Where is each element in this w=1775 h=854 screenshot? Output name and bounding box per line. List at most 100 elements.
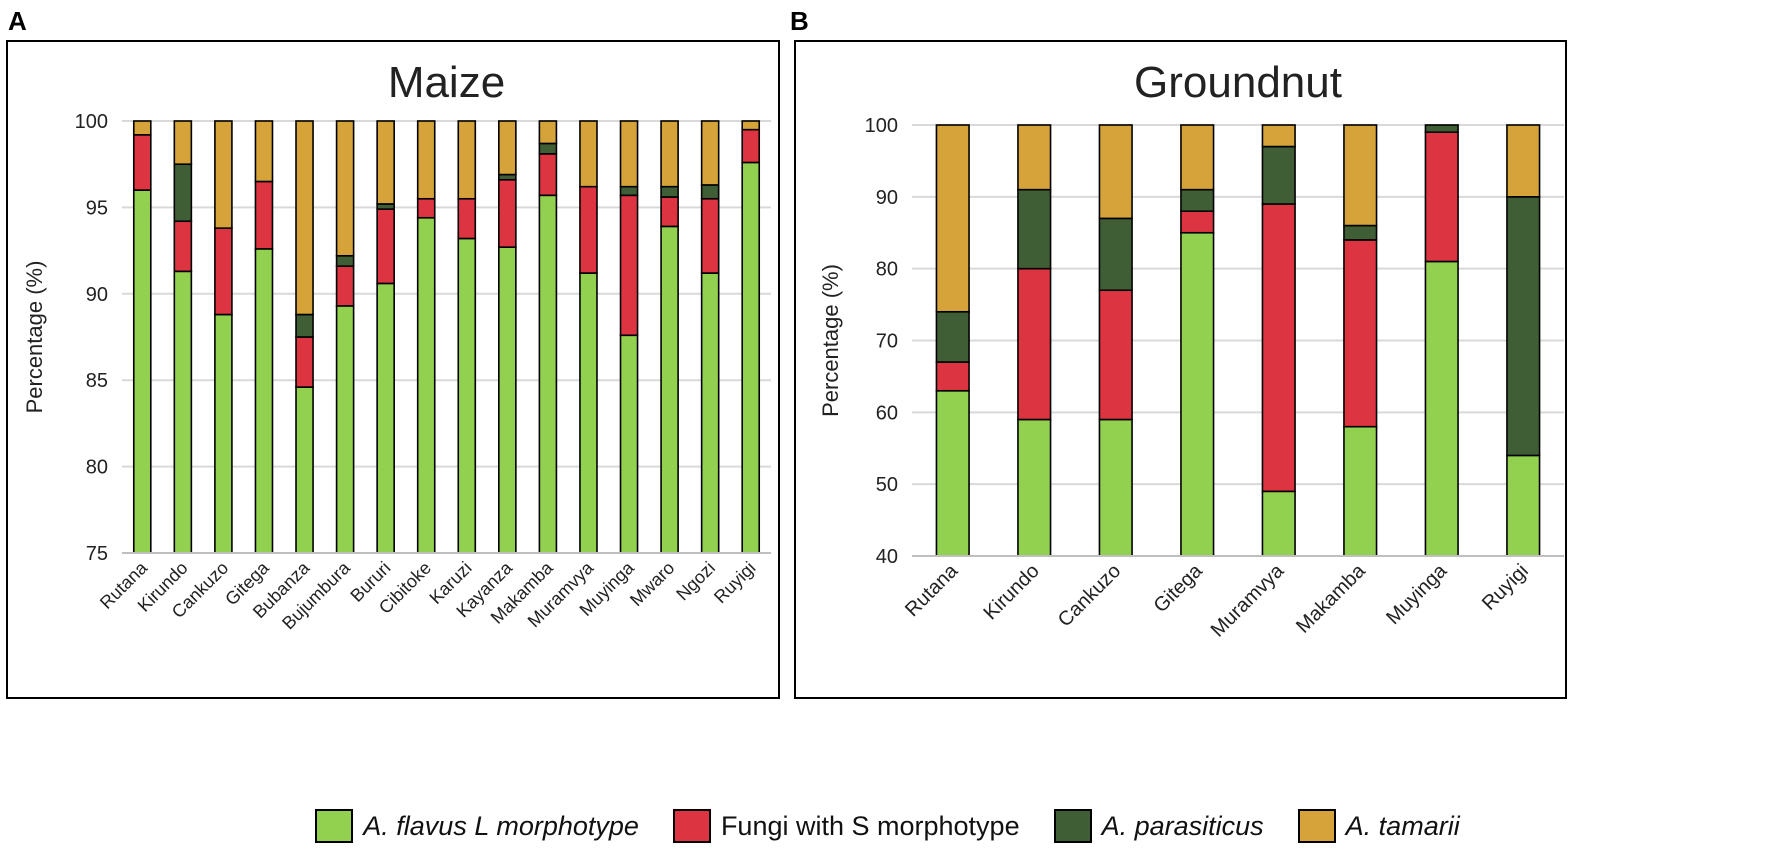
- bar-segment: [214, 120, 233, 229]
- bar-segment: [619, 334, 639, 554]
- x-tick-label: Muyinga: [1382, 559, 1452, 629]
- bar-segment: [1424, 131, 1459, 263]
- legend-label-s-morphotype: Fungi with S morphotype: [720, 810, 1020, 841]
- x-tick-label: Kirundo: [979, 560, 1043, 624]
- panel-letter-b: B: [790, 6, 809, 36]
- bar-segment: [1343, 224, 1378, 241]
- bar-segment: [376, 120, 395, 205]
- y-tick-label: 85: [86, 370, 108, 392]
- bar-segment: [741, 120, 761, 131]
- legend-swatch-parasiticus: [1053, 809, 1092, 843]
- bar-segment: [1180, 124, 1215, 191]
- y-tick-label: 40: [876, 546, 898, 568]
- bar-segment: [1343, 124, 1378, 227]
- bar-segment: [1261, 124, 1296, 148]
- bar-segment: [660, 120, 679, 188]
- bar-segment: [254, 120, 274, 183]
- x-tick-label: Ngozi: [672, 558, 719, 605]
- legend-item: Fungi with S morphotype: [672, 809, 1020, 843]
- bar-segment: [1261, 490, 1296, 557]
- bar-segment: [1017, 267, 1052, 421]
- bar-segment: [619, 185, 639, 197]
- bar-segment: [538, 194, 558, 554]
- bar-segment: [1424, 124, 1459, 133]
- bar-segment: [295, 336, 314, 388]
- bar-segment: [132, 120, 152, 136]
- bar-segment: [214, 227, 233, 316]
- bar-segment: [1424, 260, 1459, 557]
- legend-label-parasiticus: A. parasiticus: [1101, 810, 1264, 841]
- bar-segment: [538, 142, 558, 155]
- legend-item: A. tamarii: [1297, 809, 1460, 843]
- bar-segment: [660, 196, 679, 228]
- bar-segment: [335, 305, 355, 554]
- x-tick-label: Rutana: [901, 559, 963, 621]
- x-tick-label: Ruyigi: [1478, 560, 1533, 615]
- bar-segment: [538, 120, 558, 145]
- bar-segment: [132, 134, 152, 191]
- bar-segment: [1343, 425, 1378, 557]
- bar-segment: [1506, 124, 1541, 198]
- panel-letter-a: A: [8, 6, 27, 36]
- bar-segment: [132, 189, 152, 554]
- bar-segment: [416, 120, 436, 200]
- legend-item: A. parasiticus: [1053, 809, 1264, 843]
- bar-segment: [1098, 418, 1133, 557]
- bar-segment: [335, 120, 355, 257]
- bar-segment: [935, 361, 970, 392]
- bar-segment: [173, 270, 193, 554]
- bar-segment: [254, 180, 274, 250]
- bar-segment: [1017, 124, 1052, 191]
- bar-segment: [700, 197, 720, 274]
- bar-segment: [1098, 217, 1133, 292]
- x-tick-label: Gitega: [1150, 559, 1208, 617]
- bar-segment: [214, 313, 233, 554]
- bar-segment: [579, 185, 598, 274]
- bar-segment: [1343, 239, 1378, 428]
- y-tick-label: 80: [86, 457, 108, 479]
- y-axis-label: Percentage (%): [22, 261, 47, 414]
- chart-legend: A. flavus L morphotype Fungi with S morp…: [0, 802, 1775, 850]
- y-tick-label: 50: [876, 474, 898, 496]
- bar-segment: [416, 197, 436, 219]
- x-tick-label: Cankuzo: [1054, 560, 1125, 631]
- bar-segment: [457, 237, 477, 554]
- bar-segment: [935, 124, 970, 313]
- bar-segment: [1180, 210, 1215, 234]
- bar-segment: [457, 120, 477, 200]
- bar-segment: [376, 282, 395, 554]
- bar-segment: [700, 120, 720, 186]
- x-tick-label: Muramvya: [1207, 559, 1289, 641]
- bar-segment: [173, 220, 193, 273]
- bar-segment: [457, 197, 477, 240]
- bar-segment: [335, 254, 355, 267]
- bar-segment: [935, 389, 970, 557]
- bar-segment: [416, 216, 436, 554]
- chart-title: Maize: [388, 58, 505, 107]
- legend-swatch-flavus: [315, 809, 354, 843]
- groundnut-chart: Groundnut 40 50 60 70 80 90 100 Percentage (%) Ru…: [818, 58, 1564, 642]
- bar-segment: [295, 120, 314, 316]
- x-tick-label: Ruyigi: [710, 558, 760, 608]
- bar-segment: [579, 272, 598, 554]
- y-tick-label: 90: [86, 284, 108, 306]
- y-tick-label: 75: [86, 543, 108, 565]
- bar-segment: [295, 313, 314, 338]
- bar-segment: [1261, 145, 1296, 205]
- y-tick-label: 80: [876, 259, 898, 281]
- bar-segment: [498, 178, 517, 248]
- bar-segment: [1506, 454, 1541, 557]
- bar-segment: [700, 272, 720, 554]
- y-axis-label: Percentage (%): [818, 264, 843, 417]
- groundnut-chart-panel: Groundnut 40 50 60 70 80 90 100 Percentage (%) Ru…: [794, 40, 1567, 699]
- x-tick-label: Mwaro: [626, 558, 678, 610]
- bar-segment: [173, 120, 193, 166]
- bar-segment: [1180, 188, 1215, 212]
- bar-segment: [660, 185, 679, 198]
- bar-segment: [741, 161, 761, 554]
- maize-chart-panel: Maize 75 80 85 90 95 100 Percentage (%) Rutana Ki…: [6, 40, 780, 699]
- legend-swatch-s-morphotype: [672, 809, 711, 843]
- x-tick-label: Makamba: [1292, 559, 1370, 637]
- y-tick-label: 95: [86, 197, 108, 219]
